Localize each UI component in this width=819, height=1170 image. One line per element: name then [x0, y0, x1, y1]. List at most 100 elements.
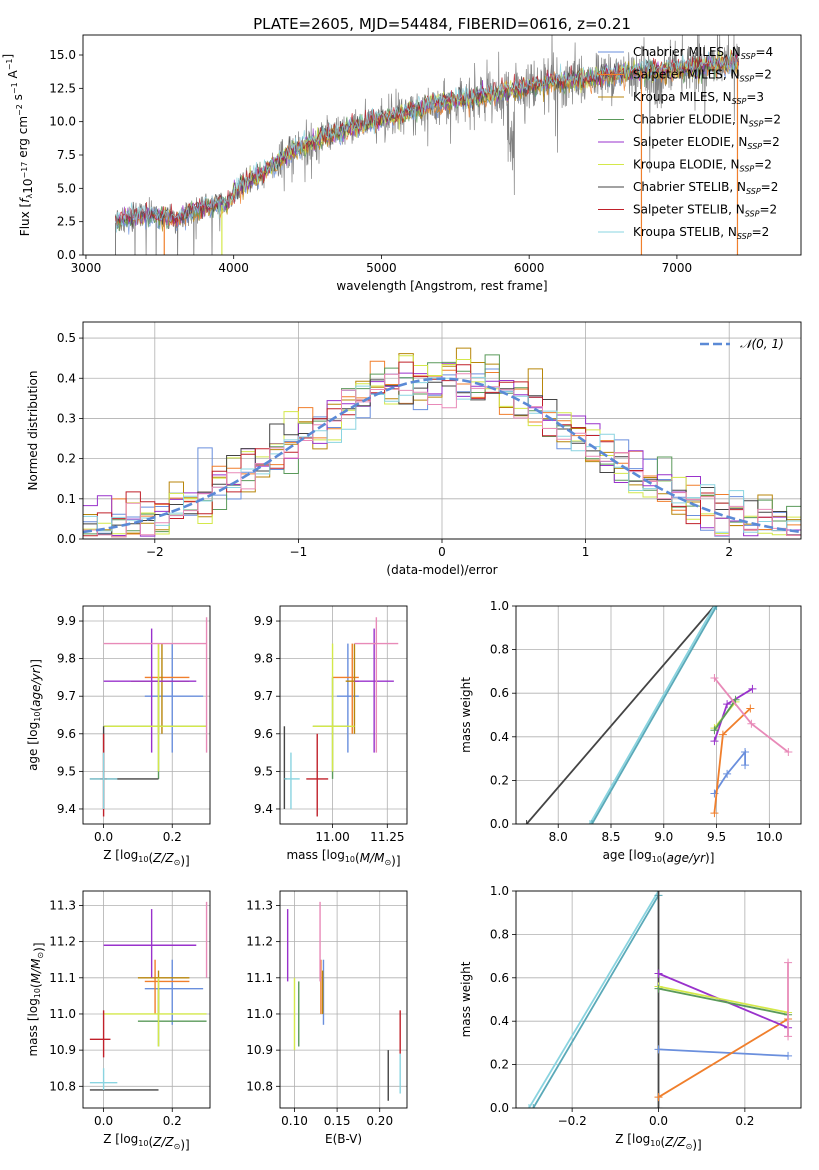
legend-entry-label: Chabrier MILES, NSSP=4 [633, 45, 773, 61]
y-tick-label: 0.0 [57, 248, 76, 262]
mass-weight-marker [529, 1104, 538, 1108]
massweight-vs-Z-panel: −0.2 0.0 0.2 0.0 0.2 0.4 0.6 0.8 1.0 Z [log10(Z/Z… [459, 884, 802, 1152]
errorbar-point [103, 909, 197, 978]
y-axis-label: mass [log10(M/M⊙)] [26, 942, 46, 1056]
errorbar-point [144, 959, 190, 1014]
mass-weight-marker [747, 719, 756, 728]
y-tick-label: 9.6 [254, 727, 273, 741]
mass-weight-line [528, 891, 660, 1108]
x-tick-label: 0.0 [649, 1114, 668, 1128]
axes-frame [515, 605, 802, 825]
mass-weight-marker [784, 1032, 793, 1041]
mass-weight-line [532, 894, 660, 1108]
x-axis-label: mass [log10(M/M⊙)] [286, 848, 400, 868]
x-axis-label: Z [log10(Z/Z⊙)] [103, 1132, 189, 1152]
legend-entry-label: Salpeter STELIB, NSSP=2 [633, 203, 777, 219]
y-tick-label: 9.8 [254, 652, 273, 666]
figure-title: PLATE=2605, MJD=54484, FIBERID=0616, z=0… [253, 15, 631, 33]
axes-frame [82, 605, 211, 825]
legend-entry-label: Kroupa ELODIE, NSSP=2 [633, 158, 772, 174]
x-tick-label: 0.10 [281, 1114, 308, 1128]
errorbar-point [306, 733, 329, 817]
y-tick-label: 0.0 [57, 532, 76, 546]
axes-frame [82, 34, 802, 256]
y-tick-label: 15.0 [49, 48, 76, 62]
mass-weight-marker [741, 748, 750, 757]
y-tick-label: 0.6 [490, 686, 509, 700]
y-tick-label: 0.0 [490, 817, 509, 831]
y-tick-label: 11.2 [49, 935, 76, 949]
mass-vs-Z-panel: 0.0 0.2 10.8 10.9 11.0 11.1 11.2 11.3 Z [log10(Z… [26, 890, 211, 1152]
x-tick-label: 10.0 [756, 830, 783, 844]
mass-weight-line [713, 699, 737, 731]
errorbar-point [89, 752, 118, 809]
normal-reference-curve [83, 377, 801, 534]
x-tick-label: 0.2 [163, 1114, 182, 1128]
x-tick-label: 7000 [662, 261, 693, 275]
y-axis-label: mass weight [459, 961, 473, 1037]
errorbar-point [336, 643, 359, 753]
y-tick-label: 10.8 [246, 1079, 273, 1093]
errorbar-point [103, 643, 207, 772]
legend-entry-label: Chabrier STELIB, NSSP=2 [633, 180, 778, 196]
axes-frame [279, 890, 408, 1109]
x-tick-label: −1 [290, 545, 308, 559]
errorbar-point [284, 752, 300, 809]
x-tick-label: 0.15 [324, 1114, 351, 1128]
y-axis-label: Flux [fλ10−17 erg cm−2 s−1 A−1] [1, 54, 35, 236]
mass-weight-marker [784, 958, 793, 967]
axes-frame [515, 890, 802, 1109]
y-tick-label: 0.4 [57, 371, 76, 385]
x-tick-label: 1 [582, 545, 590, 559]
errorbar-point [354, 617, 399, 753]
mass-weight-marker [710, 726, 719, 735]
errorbar-point [89, 1010, 111, 1058]
mass-weight-marker [524, 1104, 533, 1108]
mass-weight-marker [654, 1104, 663, 1108]
y-tick-label: 0.4 [490, 730, 509, 744]
x-tick-label: −2 [146, 545, 164, 559]
x-tick-label: 4000 [218, 261, 249, 275]
y-tick-label: 9.5 [57, 764, 76, 778]
y-tick-label: 1.0 [490, 884, 509, 898]
x-axis-label: Z [log10(Z/Z⊙)] [103, 848, 189, 868]
y-tick-label: 5.0 [57, 181, 76, 195]
errorbar-point [312, 643, 355, 772]
y-tick-label: 11.3 [49, 898, 76, 912]
x-tick-label: 0.2 [735, 1114, 754, 1128]
y-tick-label: 0.8 [490, 643, 509, 657]
x-tick-label: 8.5 [601, 830, 620, 844]
mass-weight-line [658, 1018, 789, 1098]
mass-weight-marker [654, 984, 663, 993]
errorbar-point [103, 977, 207, 1047]
y-tick-label: 9.8 [57, 652, 76, 666]
mass-weight-marker [654, 891, 663, 895]
x-axis-label: wavelength [Angstrom, rest frame] [336, 279, 547, 293]
mass-weight-marker [712, 606, 721, 610]
axes-frame [82, 890, 211, 1109]
y-tick-label: 2.5 [57, 215, 76, 229]
x-tick-label: 5000 [366, 261, 397, 275]
y-tick-label: 0.3 [57, 411, 76, 425]
y-tick-label: 0.1 [57, 492, 76, 506]
y-tick-label: 0.2 [490, 773, 509, 787]
axes-frame [279, 605, 408, 825]
legend-entry-label: Kroupa STELIB, NSSP=2 [633, 225, 769, 241]
mass-weight-marker [522, 820, 531, 824]
x-tick-label: −0.2 [558, 1114, 587, 1128]
y-tick-label: 9.7 [57, 689, 76, 703]
y-tick-label: 9.7 [254, 689, 273, 703]
mass-weight-marker [654, 1045, 663, 1054]
residual-histogram-step [83, 379, 801, 536]
y-tick-label: 9.4 [57, 802, 76, 816]
y-tick-label: 11.1 [49, 971, 76, 985]
x-axis-label: E(B-V) [325, 1132, 362, 1146]
legend-entry-label: Salpeter ELODIE, NSSP=2 [633, 135, 780, 151]
mass-weight-marker [748, 684, 757, 693]
y-tick-label: 1.0 [490, 599, 509, 613]
axes-frame [82, 321, 802, 540]
mass-weight-line [591, 606, 718, 824]
mass-weight-marker [710, 809, 719, 818]
spectrum-legend: Chabrier MILES, NSSP=4 Salpeter MILES, NS… [598, 45, 781, 241]
mass-weight-marker [746, 704, 755, 713]
